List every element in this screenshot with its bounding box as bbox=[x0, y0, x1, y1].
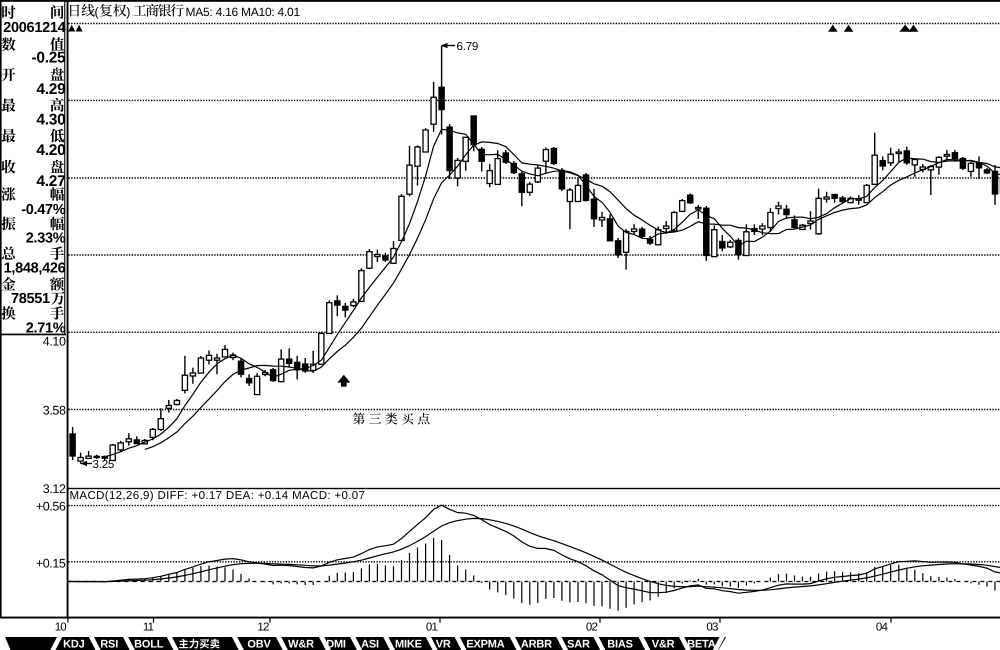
svg-text:(: ( bbox=[95, 5, 100, 19]
svg-text:3.25: 3.25 bbox=[93, 459, 115, 471]
svg-text:6.79: 6.79 bbox=[457, 41, 479, 53]
svg-text:4.30: 4.30 bbox=[36, 111, 65, 128]
svg-text:10: 10 bbox=[55, 622, 67, 634]
svg-text:+0.15: +0.15 bbox=[36, 556, 66, 570]
svg-text:BETA: BETA bbox=[687, 638, 716, 650]
svg-text:01: 01 bbox=[426, 622, 438, 634]
svg-text:OBV: OBV bbox=[247, 638, 271, 650]
svg-text:20061214: 20061214 bbox=[3, 20, 65, 36]
svg-text:04: 04 bbox=[876, 622, 889, 634]
svg-text:4.10: 4.10 bbox=[43, 335, 66, 349]
svg-text:ARBR: ARBR bbox=[521, 638, 552, 650]
svg-text:KDJ: KDJ bbox=[63, 638, 84, 650]
svg-text:3.12: 3.12 bbox=[43, 482, 66, 496]
svg-text:1,848,426: 1,848,426 bbox=[4, 260, 66, 276]
svg-text:2.33%: 2.33% bbox=[26, 231, 66, 247]
svg-text:02: 02 bbox=[586, 622, 598, 634]
svg-text:RSI: RSI bbox=[100, 638, 118, 650]
svg-text:4.20: 4.20 bbox=[36, 142, 65, 159]
svg-text:ASI: ASI bbox=[361, 638, 379, 650]
svg-text:W&R: W&R bbox=[288, 638, 314, 650]
svg-text:VR: VR bbox=[436, 638, 451, 650]
svg-text:DMI: DMI bbox=[326, 638, 346, 650]
svg-text:78551: 78551 bbox=[11, 291, 50, 307]
svg-text:12: 12 bbox=[257, 622, 269, 634]
svg-text:3.58: 3.58 bbox=[43, 404, 66, 418]
svg-text:EXPMA: EXPMA bbox=[466, 638, 504, 650]
svg-text:BOLL: BOLL bbox=[134, 638, 164, 650]
svg-text:-0.25: -0.25 bbox=[32, 50, 67, 67]
svg-text:+0.56: +0.56 bbox=[36, 499, 66, 513]
svg-text:2.71%: 2.71% bbox=[26, 320, 66, 336]
svg-text:MACD(12,26,9) DIFF: +0.17 DEA:: MACD(12,26,9) DIFF: +0.17 DEA: +0.14 MAC… bbox=[70, 490, 366, 502]
svg-text:MA5: 4.16 MA10: 4.01: MA5: 4.16 MA10: 4.01 bbox=[186, 5, 301, 19]
svg-text:): ) bbox=[126, 5, 130, 19]
svg-text:SAR: SAR bbox=[567, 638, 590, 650]
svg-text:MIKE: MIKE bbox=[395, 638, 422, 650]
svg-text:BIAS: BIAS bbox=[607, 638, 632, 650]
svg-text:-0.47%: -0.47% bbox=[21, 202, 66, 218]
svg-text:4.29: 4.29 bbox=[36, 81, 66, 98]
svg-text:4.27: 4.27 bbox=[36, 173, 65, 190]
svg-text:03: 03 bbox=[706, 622, 718, 634]
svg-text:11: 11 bbox=[143, 622, 154, 634]
svg-text:V&R: V&R bbox=[652, 638, 675, 650]
